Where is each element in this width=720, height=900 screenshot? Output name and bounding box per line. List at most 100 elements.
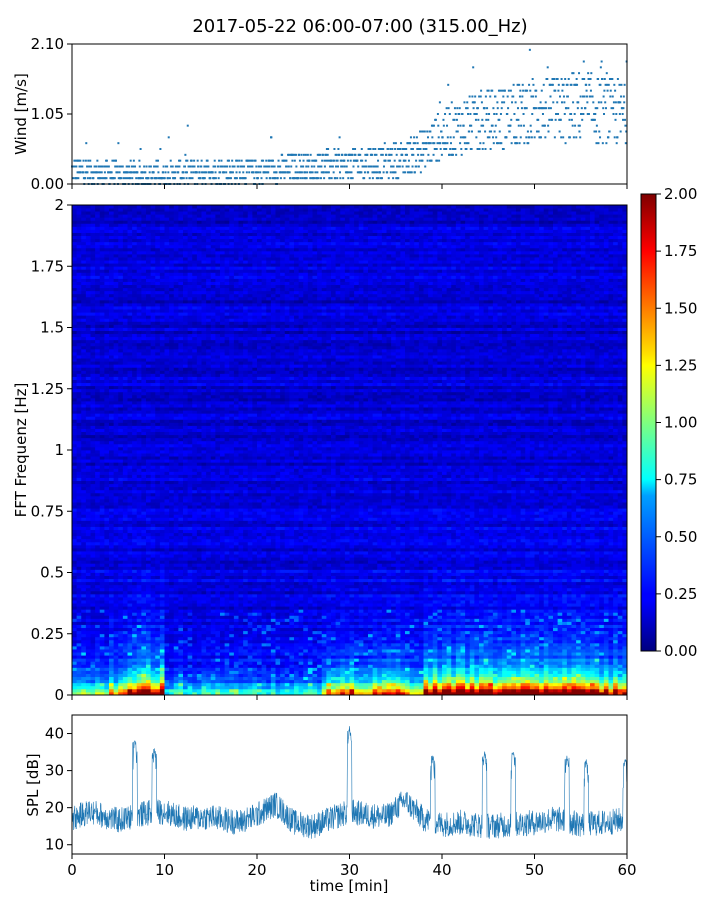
wind-point <box>295 165 298 168</box>
spectrogram-cell <box>109 425 115 429</box>
spectrogram-cell <box>113 557 119 561</box>
spectrogram-cell <box>104 630 110 635</box>
spectrogram-cell <box>118 590 124 595</box>
spectrogram-cell <box>109 260 115 264</box>
wind-point <box>118 171 121 174</box>
wind-point <box>382 165 385 168</box>
spectrogram-cell <box>76 483 82 488</box>
spectrogram-cell <box>159 538 165 543</box>
spectrogram-cell <box>146 296 152 301</box>
spectrogram-cell <box>136 688 142 693</box>
spectrogram-cell <box>95 211 101 215</box>
spectrogram-cell <box>118 633 124 638</box>
spectrogram-cell <box>85 529 91 534</box>
spectrogram-cell <box>155 281 161 286</box>
spectrogram-cell <box>136 250 142 255</box>
wind-point <box>219 171 222 174</box>
spectrogram-cell <box>104 499 110 503</box>
wind-point <box>427 153 430 156</box>
spectrogram-cell <box>132 691 138 696</box>
spectrogram-cell <box>173 618 179 622</box>
spectrogram-cell <box>72 437 78 442</box>
spectrogram-cell <box>113 603 119 607</box>
wind-point <box>320 171 323 174</box>
wind-point <box>539 136 542 139</box>
spectrogram-cell <box>169 511 175 515</box>
wind-point <box>449 136 452 139</box>
spectrogram-cell <box>72 422 78 426</box>
spectrogram-cell <box>72 560 78 564</box>
spectrogram-cell <box>99 535 105 540</box>
spectrogram-cell <box>141 544 147 549</box>
spectrogram-cell <box>127 477 133 482</box>
wind-point <box>515 136 518 139</box>
spectrogram-cell <box>141 443 147 448</box>
spectrogram-cell <box>122 324 128 328</box>
spectrogram-cell <box>81 275 87 279</box>
spectrogram-cell <box>113 615 119 619</box>
spectrogram-cell <box>118 293 124 298</box>
spectrogram-cell <box>72 345 78 350</box>
spectrogram-cell <box>95 410 101 414</box>
spectrogram-cell <box>99 578 105 583</box>
spectrogram-cell <box>104 606 110 610</box>
spectrogram-cell <box>136 269 142 273</box>
spectrogram-cell <box>104 208 110 212</box>
wind-point <box>237 165 240 168</box>
spectrogram-cell <box>109 538 115 543</box>
spectrogram-cell <box>150 554 156 558</box>
spectrogram-cell <box>81 633 87 638</box>
spectrogram-cell <box>159 658 165 662</box>
spectrogram-cell <box>127 315 133 319</box>
spectrogram-cell <box>136 232 142 237</box>
spectrogram-cell <box>104 440 110 445</box>
wind-point <box>605 72 608 75</box>
spectrogram-cell <box>76 425 82 429</box>
spectrogram-cell <box>104 688 110 693</box>
spectrogram-cell <box>90 217 96 221</box>
spectrogram-cell <box>122 630 128 635</box>
spectrogram-cell <box>141 345 147 350</box>
spectrogram-cell <box>113 649 119 653</box>
spectrogram-cell <box>164 431 170 436</box>
spectrogram-cell <box>76 238 82 243</box>
wind-point <box>322 171 325 174</box>
spectrogram-cell <box>141 649 147 653</box>
wind-point <box>199 177 202 180</box>
wind-point <box>387 159 390 162</box>
spectrogram-cell <box>150 345 156 350</box>
spectrogram-cell <box>85 287 91 292</box>
spectrogram-cell <box>164 655 170 659</box>
spectrogram-cell <box>118 618 124 622</box>
wind-point <box>510 142 513 145</box>
spectrogram-cell <box>127 676 133 681</box>
spectrogram-cell <box>159 630 165 635</box>
spectrogram-cell <box>85 471 91 475</box>
wind-point <box>300 171 303 174</box>
spectrogram-cell <box>90 284 96 289</box>
spectrogram-cell <box>122 290 128 295</box>
spectrogram-cell <box>159 603 165 607</box>
spectrogram-cell <box>150 682 156 687</box>
spectrogram-cell <box>155 483 161 488</box>
spectrogram-cell <box>169 529 175 534</box>
spectrogram-cell <box>113 235 119 240</box>
spectrogram-cell <box>141 312 147 316</box>
spectrogram-cell <box>113 345 119 350</box>
spectrogram-cell <box>146 609 152 613</box>
spectrogram-cell <box>90 572 96 576</box>
wind-point <box>302 159 305 162</box>
spectrogram-cell <box>118 670 124 674</box>
spectrogram-cell <box>76 606 82 610</box>
spectrogram-cell <box>95 333 101 338</box>
spectrogram-cell <box>164 606 170 610</box>
spectrogram-cell <box>104 453 110 457</box>
spectrogram-cell <box>132 226 138 230</box>
spectrogram-cell <box>164 649 170 653</box>
wind-point <box>379 177 382 180</box>
spectrogram-cell <box>109 471 115 475</box>
spectrogram-cell <box>136 446 142 451</box>
spectrogram-cell <box>90 477 96 482</box>
spectrogram-cell <box>109 355 115 359</box>
wind-point <box>472 107 475 110</box>
